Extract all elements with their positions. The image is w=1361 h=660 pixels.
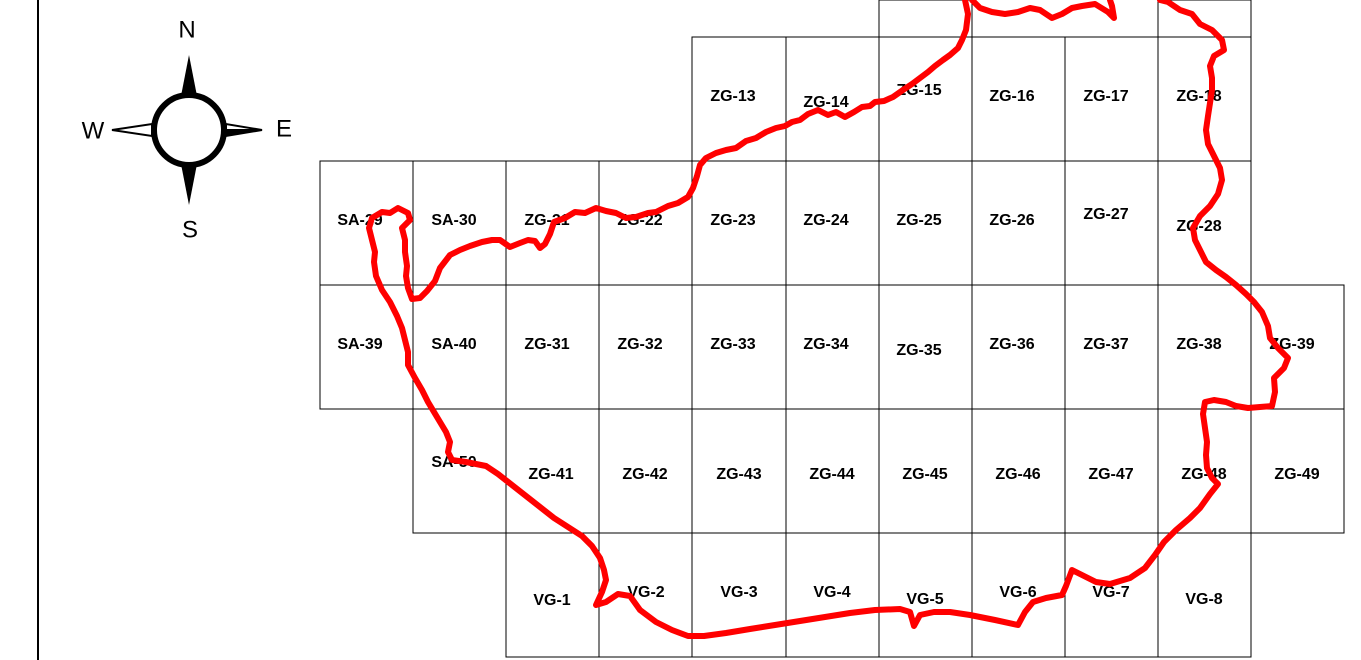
sheet-label: ZG-21 bbox=[524, 212, 569, 229]
compass-east-label: E bbox=[276, 115, 292, 142]
study-area-boundary bbox=[366, 0, 1291, 639]
sheet-label: ZG-47 bbox=[1088, 466, 1133, 483]
sheet-label: ZG-36 bbox=[989, 336, 1034, 353]
sheet-label: ZG-35 bbox=[896, 342, 941, 359]
sheet-label: ZG-41 bbox=[528, 466, 573, 483]
sheet-label: ZG-13 bbox=[710, 88, 755, 105]
sheet-label: ZG-42 bbox=[622, 466, 667, 483]
sheet-label: SA-40 bbox=[431, 336, 476, 353]
sheet-label: ZG-38 bbox=[1176, 336, 1221, 353]
sheet-label: SA-30 bbox=[431, 212, 476, 229]
sheet-label: ZG-44 bbox=[809, 466, 854, 483]
sheet-label: ZG-48 bbox=[1181, 466, 1226, 483]
sheet-label: ZG-14 bbox=[803, 94, 848, 111]
sheet-label: ZG-34 bbox=[803, 336, 848, 353]
sheet-label: SA-39 bbox=[337, 336, 382, 353]
sheet-label: ZG-28 bbox=[1176, 218, 1221, 235]
sheet-label: ZG-24 bbox=[803, 212, 848, 229]
sheet-label: ZG-25 bbox=[896, 212, 941, 229]
sheet-label: ZG-31 bbox=[524, 336, 569, 353]
sheet-label: ZG-37 bbox=[1083, 336, 1128, 353]
sheet-label: ZG-33 bbox=[710, 336, 755, 353]
sheet-label: VG-6 bbox=[999, 584, 1036, 601]
sheet-cell bbox=[1157, 532, 1252, 658]
sheet-label: VG-4 bbox=[813, 584, 850, 601]
sheet-label: ZG-49 bbox=[1274, 466, 1319, 483]
sheet-label: ZG-27 bbox=[1083, 206, 1128, 223]
sheet-label: ZG-16 bbox=[989, 88, 1034, 105]
sheet-label: VG-7 bbox=[1092, 584, 1129, 601]
sheet-label: VG-8 bbox=[1185, 591, 1222, 608]
sheet-label: ZG-23 bbox=[710, 212, 755, 229]
sheet-label: VG-3 bbox=[720, 584, 757, 601]
sheet-label: ZG-32 bbox=[617, 336, 662, 353]
sheet-label: VG-1 bbox=[533, 592, 570, 609]
sheet-label: VG-2 bbox=[627, 584, 664, 601]
compass-rose-icon: N S E W bbox=[82, 16, 292, 243]
sheet-cell-partial bbox=[878, 0, 973, 38]
sheet-grid: ZG-13 ZG-14 ZG-15 ZG-16 ZG-17 ZG-18 SA-2… bbox=[319, 0, 1345, 658]
sheet-label: ZG-26 bbox=[989, 212, 1034, 229]
sheet-label: ZG-18 bbox=[1176, 88, 1221, 105]
sheet-label: ZG-46 bbox=[995, 466, 1040, 483]
study-area-boundary-top bbox=[969, 0, 1117, 21]
sheet-label: ZG-45 bbox=[902, 466, 947, 483]
sheet-label: ZG-17 bbox=[1083, 88, 1128, 105]
compass-west-label: W bbox=[82, 117, 105, 144]
sheet-label: ZG-43 bbox=[716, 466, 761, 483]
compass-north-label: N bbox=[178, 16, 195, 43]
sheet-label: VG-5 bbox=[906, 591, 943, 608]
compass-south-label: S bbox=[182, 216, 198, 243]
sheet-cell bbox=[1250, 408, 1345, 534]
